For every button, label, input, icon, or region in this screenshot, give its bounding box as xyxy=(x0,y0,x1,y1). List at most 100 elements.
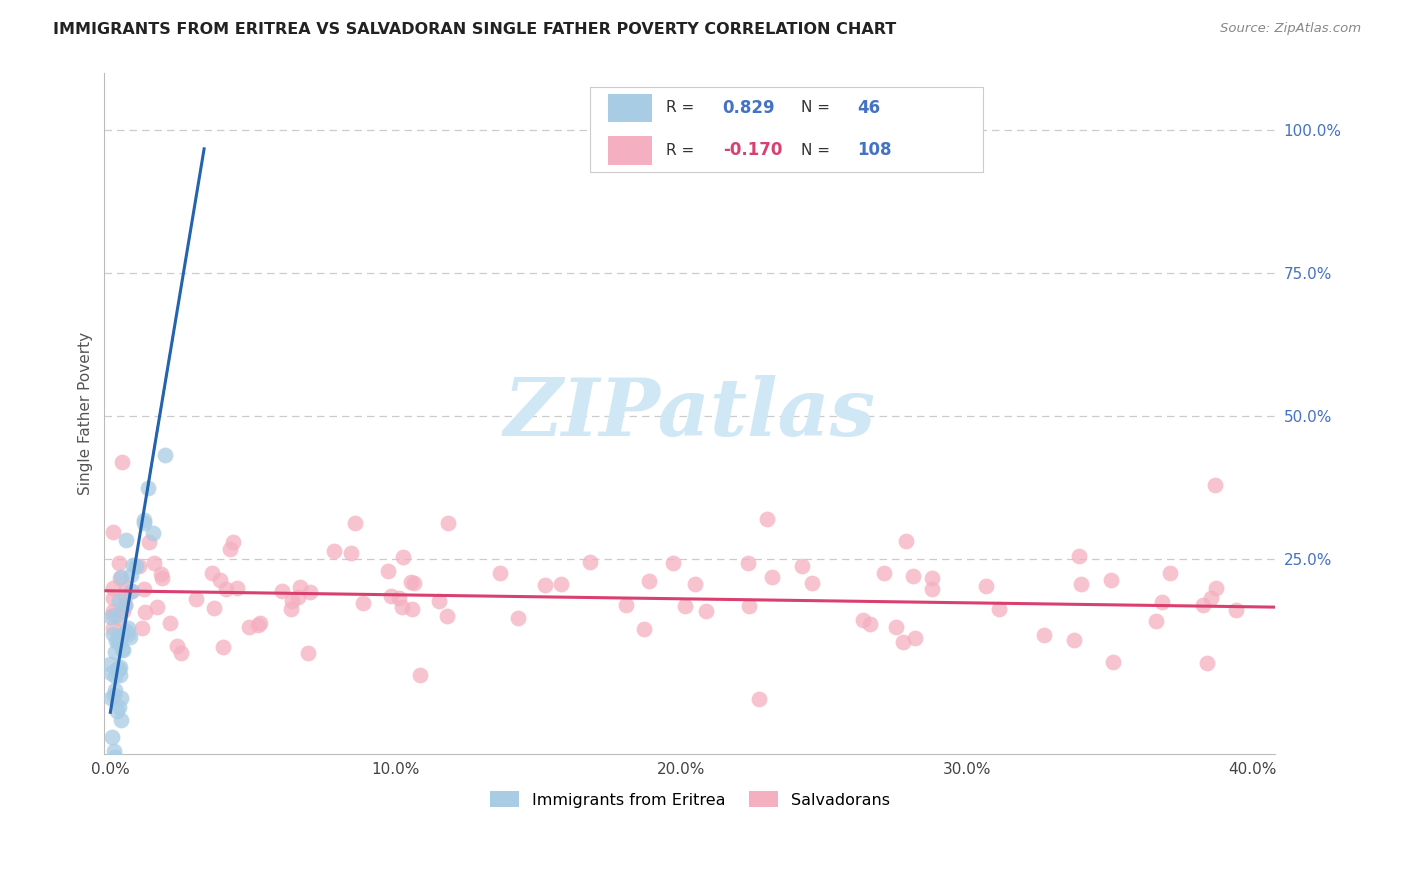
Point xyxy=(904,631,927,645)
Point xyxy=(150,567,173,582)
Point xyxy=(110,571,132,585)
Point xyxy=(134,582,156,596)
Point xyxy=(201,566,224,580)
Point xyxy=(340,546,363,560)
Text: 46: 46 xyxy=(858,99,880,117)
Point xyxy=(108,662,131,676)
Point xyxy=(105,663,128,677)
Point xyxy=(134,605,156,619)
Point xyxy=(249,616,271,631)
Point xyxy=(388,591,411,605)
Point xyxy=(1063,633,1085,648)
Point xyxy=(131,622,153,636)
Text: -0.170: -0.170 xyxy=(723,142,782,160)
Point xyxy=(107,611,129,625)
Point xyxy=(103,669,125,683)
Point xyxy=(142,525,165,540)
Point xyxy=(1159,566,1181,580)
Point xyxy=(614,598,637,612)
Point xyxy=(380,589,402,603)
Point xyxy=(579,555,602,569)
Text: N =: N = xyxy=(801,101,830,115)
Point xyxy=(115,533,138,547)
Point xyxy=(1201,591,1223,605)
Point xyxy=(120,584,142,599)
Point xyxy=(401,602,423,616)
Point xyxy=(212,640,235,655)
Point xyxy=(136,481,159,495)
Point xyxy=(138,534,160,549)
Point xyxy=(110,570,132,584)
Point xyxy=(111,641,134,656)
Point xyxy=(1204,478,1226,492)
Point xyxy=(280,602,302,616)
Point xyxy=(112,604,135,618)
Point xyxy=(107,629,129,643)
Text: R =: R = xyxy=(666,101,695,115)
Point xyxy=(437,516,460,530)
Point xyxy=(695,604,717,618)
Point xyxy=(103,627,125,641)
Point xyxy=(117,622,139,636)
Point xyxy=(801,576,824,591)
Point xyxy=(108,632,131,646)
Point xyxy=(108,660,131,674)
Point xyxy=(427,593,450,607)
Point xyxy=(891,635,914,649)
Point xyxy=(662,556,685,570)
Point xyxy=(118,630,141,644)
Point xyxy=(1033,628,1056,642)
Point xyxy=(737,556,759,570)
Point xyxy=(1192,598,1215,612)
Point xyxy=(873,566,896,580)
Text: 108: 108 xyxy=(858,142,891,160)
Point xyxy=(153,448,176,462)
Point xyxy=(101,604,124,618)
Point xyxy=(683,577,706,591)
Point xyxy=(489,566,512,581)
Point xyxy=(150,571,173,585)
Point xyxy=(550,577,572,591)
Point xyxy=(219,541,242,556)
Point xyxy=(974,579,997,593)
Point xyxy=(506,611,529,625)
Point xyxy=(143,556,166,570)
Point xyxy=(100,657,122,671)
Point xyxy=(128,558,150,573)
Point xyxy=(105,662,128,676)
Point xyxy=(298,584,321,599)
Text: Source: ZipAtlas.com: Source: ZipAtlas.com xyxy=(1220,22,1361,36)
Point xyxy=(638,574,661,589)
Point xyxy=(105,704,128,718)
Point xyxy=(903,568,925,582)
Point xyxy=(101,621,124,635)
Point xyxy=(859,617,882,632)
Point xyxy=(1225,602,1247,616)
Point xyxy=(107,635,129,649)
Point xyxy=(101,524,124,539)
Point xyxy=(391,599,413,614)
Point xyxy=(125,559,148,574)
Point xyxy=(101,591,124,605)
Point xyxy=(1070,577,1092,591)
Point xyxy=(222,535,245,549)
Bar xyxy=(607,136,652,165)
Point xyxy=(884,620,907,634)
Point xyxy=(122,558,145,572)
Point xyxy=(246,617,269,632)
Point xyxy=(1144,614,1167,628)
Point xyxy=(215,582,238,596)
Point xyxy=(159,616,181,631)
Point xyxy=(392,549,415,564)
Point xyxy=(377,564,399,578)
Point xyxy=(105,633,128,648)
Point xyxy=(107,634,129,648)
Point xyxy=(108,668,131,682)
Point xyxy=(114,599,136,613)
Point xyxy=(281,594,304,608)
FancyBboxPatch shape xyxy=(591,87,983,171)
Point xyxy=(755,512,778,526)
Point xyxy=(852,613,875,627)
Text: N =: N = xyxy=(801,143,830,158)
Point xyxy=(103,744,125,758)
